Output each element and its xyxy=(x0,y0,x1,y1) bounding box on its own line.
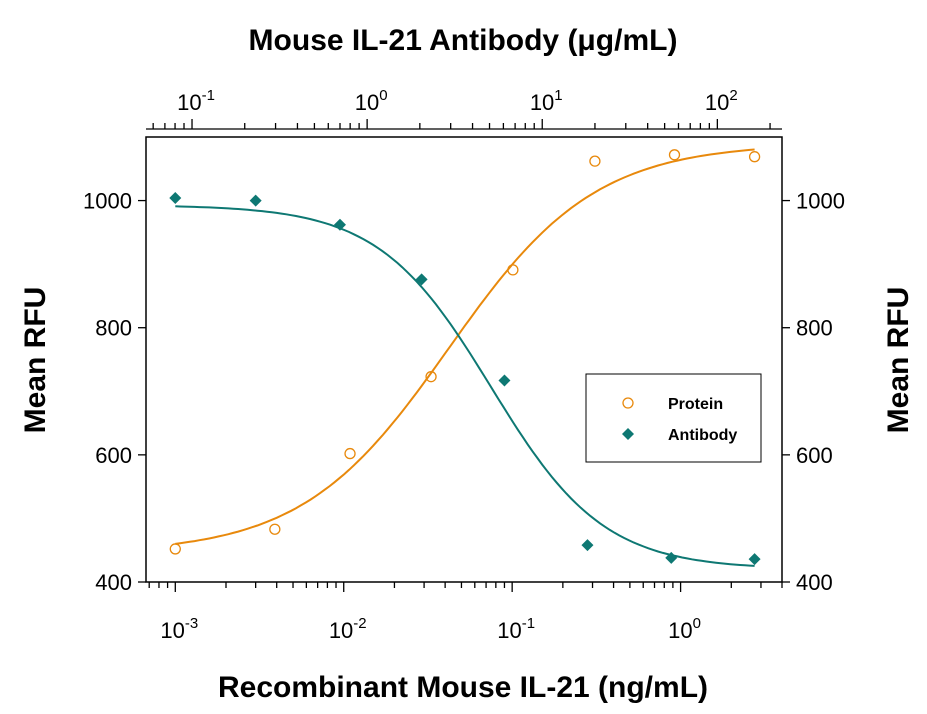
legend: Protein Antibody xyxy=(585,373,762,463)
y-tick-label: 1000 xyxy=(83,189,132,214)
data-point-protein xyxy=(507,264,519,276)
y-tick-label-right: 800 xyxy=(796,316,833,341)
data-point-protein xyxy=(748,151,761,163)
data-point-protein xyxy=(169,543,181,555)
data-point-protein xyxy=(344,447,356,460)
data-point-protein xyxy=(425,371,437,383)
data-point-antibody xyxy=(415,273,428,286)
y-axis-label-right: Mean RFU xyxy=(882,287,915,434)
data-point-protein xyxy=(269,523,281,535)
y-tick-label: 800 xyxy=(95,316,132,341)
data-point-antibody xyxy=(498,374,511,387)
legend-antibody-marker xyxy=(622,428,634,440)
fit-curve-protein xyxy=(175,148,755,545)
data-point-protein xyxy=(589,155,601,167)
legend-protein-marker xyxy=(622,397,634,409)
data-point-protein xyxy=(668,149,681,161)
x-tick-label: 10-2 xyxy=(329,615,367,643)
data-point-antibody xyxy=(581,539,594,552)
data-point-antibody xyxy=(249,194,262,207)
plot-frame xyxy=(145,136,783,583)
legend-antibody-label: Antibody xyxy=(668,427,737,444)
y-tick-label-right: 600 xyxy=(796,443,833,468)
data-point-antibody xyxy=(665,551,678,564)
data-point-antibody xyxy=(169,192,182,205)
x-tick-label: 100 xyxy=(668,615,701,643)
y-tick-label: 400 xyxy=(95,570,132,595)
top-x-tick-label: 101 xyxy=(530,87,563,115)
top-x-tick-label: 10-1 xyxy=(177,87,215,115)
legend-protein-label: Protein xyxy=(668,396,723,413)
fit-curve-antibody xyxy=(175,205,755,567)
data-point-antibody xyxy=(748,553,761,566)
y-axis-label: Mean RFU xyxy=(19,287,52,434)
x-tick-label: 10-3 xyxy=(160,615,198,643)
top-x-tick-label: 102 xyxy=(705,87,738,115)
top-x-tick-label: 100 xyxy=(355,87,388,115)
x-tick-label: 10-1 xyxy=(497,615,535,643)
y-tick-label-right: 1000 xyxy=(796,189,845,214)
y-tick-label-right: 400 xyxy=(796,570,833,595)
x-axis-label: Recombinant Mouse IL-21 (ng/mL) xyxy=(218,671,708,704)
data-point-antibody xyxy=(333,218,346,231)
y-tick-label: 600 xyxy=(95,443,132,468)
top-x-axis-label: Mouse IL-21 Antibody (μg/mL) xyxy=(249,24,678,57)
